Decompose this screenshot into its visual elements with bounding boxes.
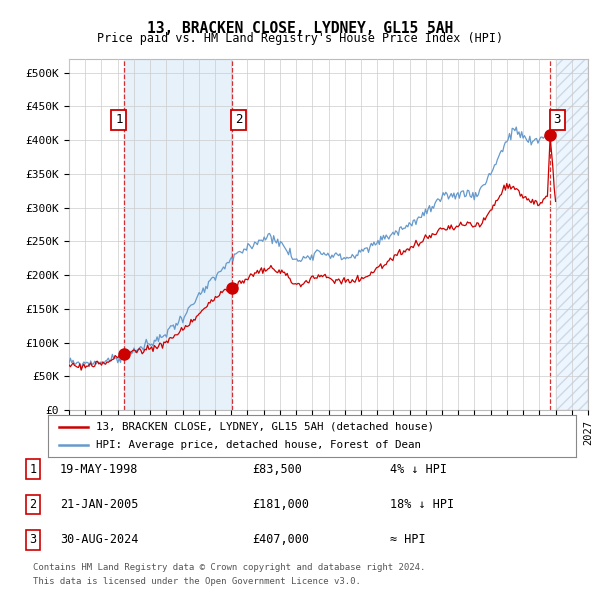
Text: 3: 3 xyxy=(554,113,561,126)
Text: 1: 1 xyxy=(29,463,37,476)
Text: 30-AUG-2024: 30-AUG-2024 xyxy=(60,533,139,546)
Text: This data is licensed under the Open Government Licence v3.0.: This data is licensed under the Open Gov… xyxy=(33,576,361,586)
Text: 1: 1 xyxy=(115,113,123,126)
Text: 13, BRACKEN CLOSE, LYDNEY, GL15 5AH: 13, BRACKEN CLOSE, LYDNEY, GL15 5AH xyxy=(147,21,453,35)
Text: 3: 3 xyxy=(29,533,37,546)
Text: Contains HM Land Registry data © Crown copyright and database right 2024.: Contains HM Land Registry data © Crown c… xyxy=(33,563,425,572)
Text: 21-JAN-2005: 21-JAN-2005 xyxy=(60,498,139,511)
Text: 4% ↓ HPI: 4% ↓ HPI xyxy=(390,463,447,476)
Text: ≈ HPI: ≈ HPI xyxy=(390,533,425,546)
Text: Price paid vs. HM Land Registry's House Price Index (HPI): Price paid vs. HM Land Registry's House … xyxy=(97,32,503,45)
Bar xyxy=(124,59,232,410)
Text: 2: 2 xyxy=(235,113,242,126)
Text: £407,000: £407,000 xyxy=(252,533,309,546)
Text: HPI: Average price, detached house, Forest of Dean: HPI: Average price, detached house, Fore… xyxy=(95,440,421,450)
Text: 18% ↓ HPI: 18% ↓ HPI xyxy=(390,498,454,511)
Text: 19-MAY-1998: 19-MAY-1998 xyxy=(60,463,139,476)
Text: 2: 2 xyxy=(29,498,37,511)
Text: £181,000: £181,000 xyxy=(252,498,309,511)
Bar xyxy=(556,59,588,410)
Text: 13, BRACKEN CLOSE, LYDNEY, GL15 5AH (detached house): 13, BRACKEN CLOSE, LYDNEY, GL15 5AH (det… xyxy=(95,422,434,432)
Text: £83,500: £83,500 xyxy=(252,463,302,476)
